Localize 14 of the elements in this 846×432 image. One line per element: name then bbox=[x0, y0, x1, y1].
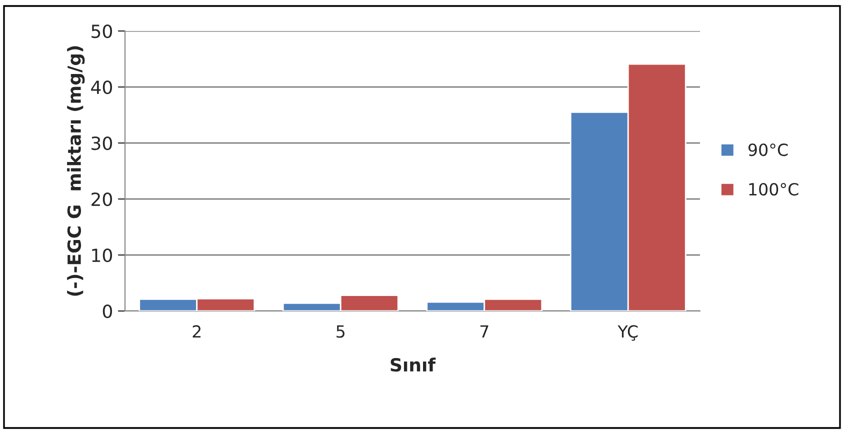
x-tick-label: 5 bbox=[336, 325, 344, 338]
legend-label: 90°C bbox=[748, 143, 788, 156]
y-axis-title: (-)-EGC G miktarı (mg/g) bbox=[67, 46, 85, 296]
y-tick-label: 20 bbox=[92, 192, 112, 206]
x-tick-label: YÇ bbox=[618, 325, 638, 341]
y-tick-label: 40 bbox=[91, 80, 112, 94]
y-tick-label: 50 bbox=[92, 24, 112, 38]
y-tick-label: 0 bbox=[102, 304, 112, 318]
x-tick-label: 2 bbox=[192, 325, 201, 338]
legend-label: 100°C bbox=[749, 182, 798, 196]
y-tick-label: 10 bbox=[92, 248, 112, 262]
y-tick-label: 30 bbox=[92, 136, 112, 150]
x-tick-label: 7 bbox=[480, 325, 488, 338]
x-axis-title: Sınıf bbox=[390, 358, 436, 372]
